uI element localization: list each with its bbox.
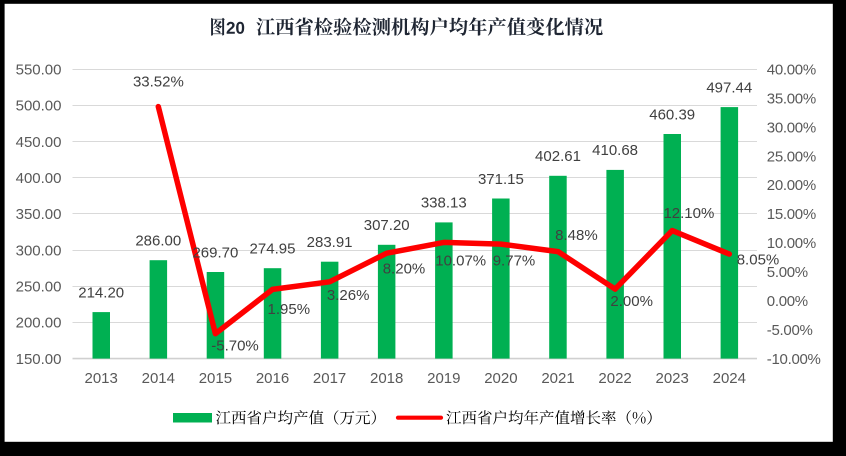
svg-text:269.70: 269.70 <box>192 244 238 261</box>
svg-text:338.13: 338.13 <box>421 195 467 212</box>
svg-text:286.00: 286.00 <box>135 233 181 250</box>
svg-text:35.00%: 35.00% <box>767 90 816 107</box>
svg-text:2019: 2019 <box>427 370 460 387</box>
svg-text:12.10%: 12.10% <box>663 205 714 222</box>
svg-text:3.26%: 3.26% <box>327 287 370 304</box>
svg-text:0.00%: 0.00% <box>767 293 808 310</box>
svg-text:2024: 2024 <box>713 370 746 387</box>
svg-text:283.91: 283.91 <box>307 234 353 251</box>
svg-text:15.00%: 15.00% <box>767 206 816 223</box>
svg-text:300.00: 300.00 <box>16 242 62 259</box>
svg-text:-5.00%: -5.00% <box>767 322 813 339</box>
svg-text:-10.00%: -10.00% <box>767 351 821 368</box>
svg-text:307.20: 307.20 <box>364 217 410 234</box>
svg-text:2020: 2020 <box>484 370 517 387</box>
svg-text:214.20: 214.20 <box>78 284 124 301</box>
svg-text:150.00: 150.00 <box>16 351 62 368</box>
svg-text:450.00: 450.00 <box>16 134 62 151</box>
svg-text:2023: 2023 <box>656 370 689 387</box>
svg-text:371.15: 371.15 <box>478 171 524 188</box>
svg-text:2022: 2022 <box>598 370 631 387</box>
svg-text:2018: 2018 <box>370 370 403 387</box>
svg-text:410.68: 410.68 <box>592 142 638 159</box>
svg-text:5.00%: 5.00% <box>767 264 808 281</box>
svg-text:400.00: 400.00 <box>16 170 62 187</box>
svg-text:25.00%: 25.00% <box>767 148 816 165</box>
svg-text:-5.70%: -5.70% <box>211 337 259 354</box>
svg-text:497.44: 497.44 <box>706 79 752 96</box>
svg-text:550.00: 550.00 <box>16 61 62 78</box>
svg-text:402.61: 402.61 <box>535 148 581 165</box>
svg-text:1.95%: 1.95% <box>268 301 311 318</box>
svg-text:2013: 2013 <box>85 370 118 387</box>
svg-text:500.00: 500.00 <box>16 98 62 115</box>
svg-text:20.00%: 20.00% <box>767 177 816 194</box>
svg-text:8.48%: 8.48% <box>555 227 598 244</box>
svg-text:200.00: 200.00 <box>16 315 62 332</box>
svg-text:40.00%: 40.00% <box>767 61 816 78</box>
svg-text:2015: 2015 <box>199 370 232 387</box>
svg-text:33.52%: 33.52% <box>133 74 184 91</box>
svg-text:30.00%: 30.00% <box>767 119 816 136</box>
svg-text:10.07%: 10.07% <box>435 252 486 269</box>
svg-text:2.00%: 2.00% <box>610 293 653 310</box>
svg-text:8.05%: 8.05% <box>737 252 780 269</box>
svg-text:10.00%: 10.00% <box>767 235 816 252</box>
svg-text:2021: 2021 <box>541 370 574 387</box>
svg-text:274.95: 274.95 <box>250 241 296 258</box>
svg-text:2017: 2017 <box>313 370 346 387</box>
svg-text:460.39: 460.39 <box>649 106 695 123</box>
svg-text:9.77%: 9.77% <box>493 252 536 269</box>
svg-text:350.00: 350.00 <box>16 206 62 223</box>
svg-text:8.20%: 8.20% <box>383 260 426 277</box>
svg-text:250.00: 250.00 <box>16 279 62 296</box>
svg-text:2014: 2014 <box>142 370 175 387</box>
svg-text:2016: 2016 <box>256 370 289 387</box>
